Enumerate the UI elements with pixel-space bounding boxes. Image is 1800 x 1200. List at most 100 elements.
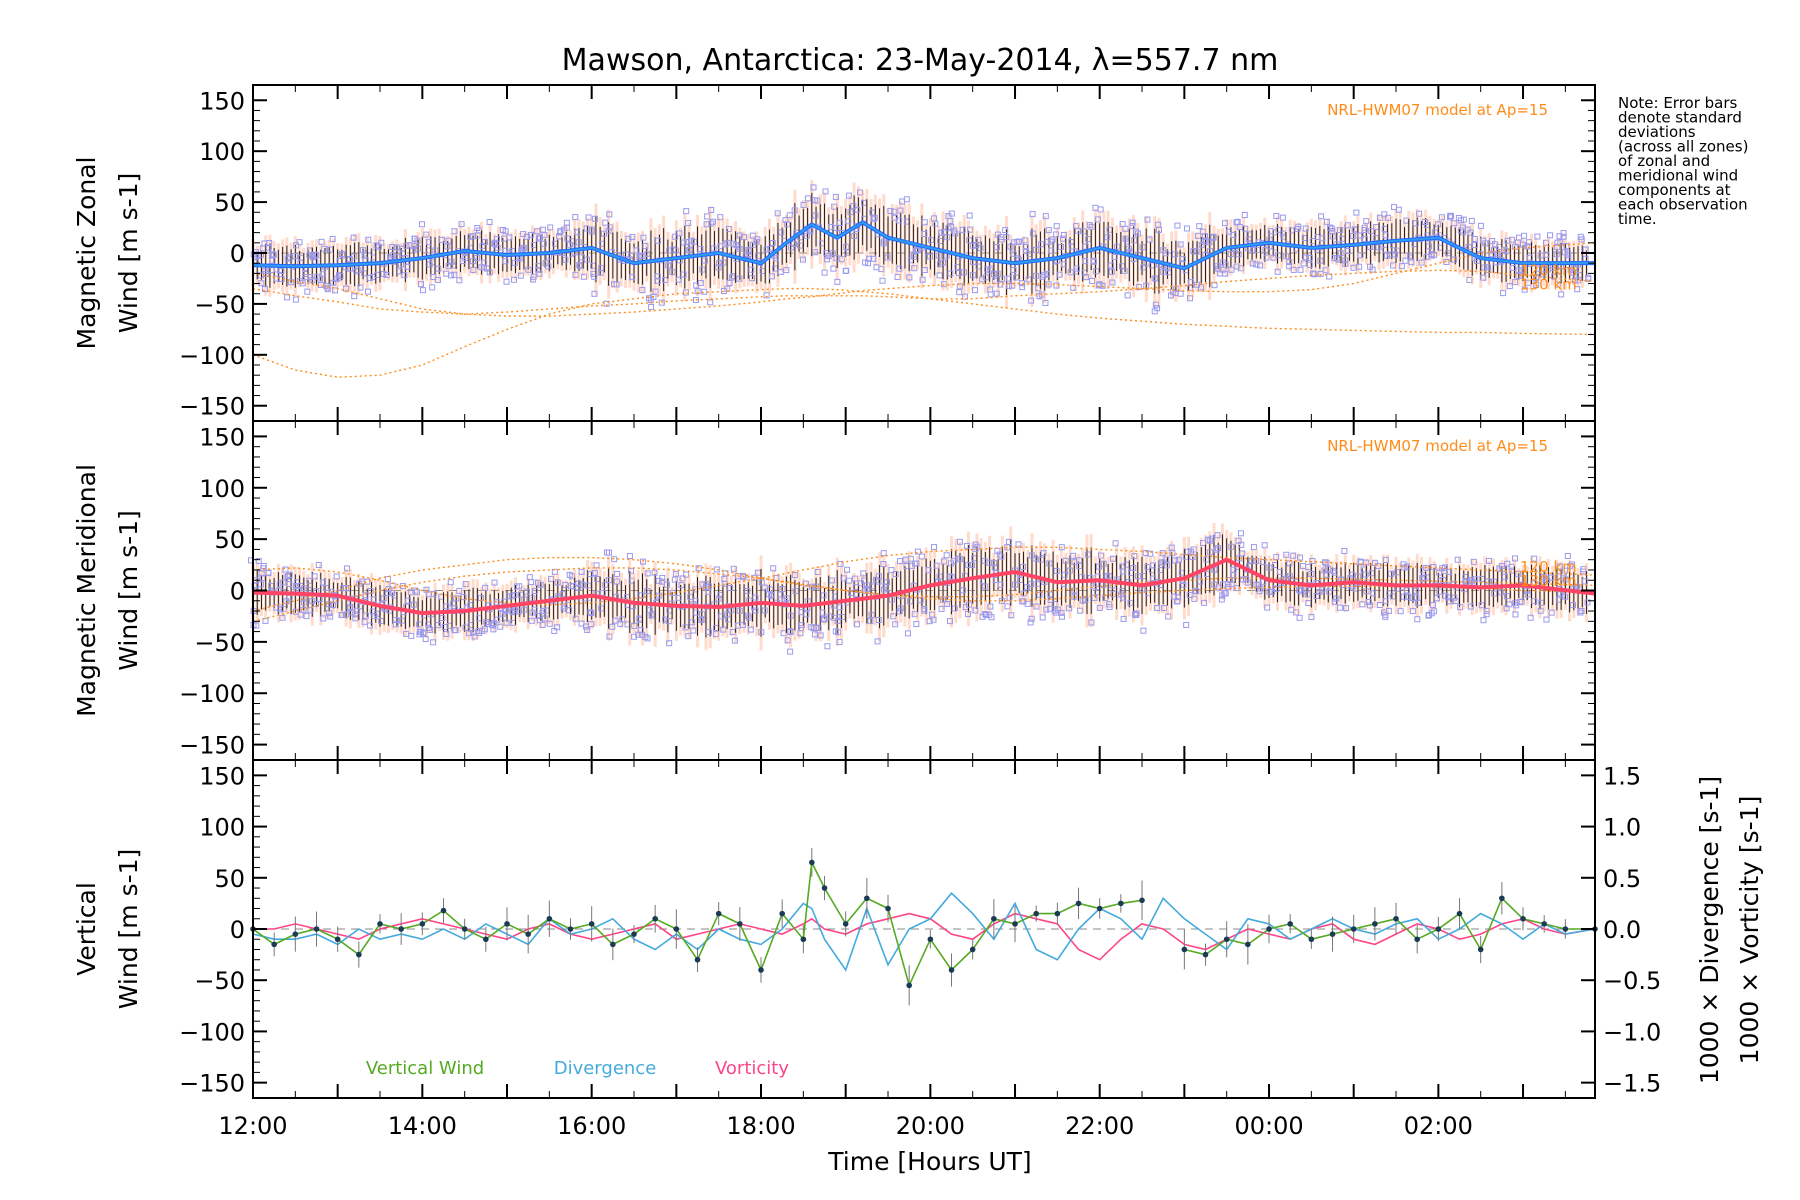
scatter-point <box>651 569 658 576</box>
scatter-point <box>1033 272 1040 279</box>
scatter-point <box>588 226 595 233</box>
vertical-wind-point <box>356 951 362 958</box>
scatter-point <box>1161 605 1168 612</box>
scatter-point <box>698 616 705 623</box>
vorticity-line <box>253 912 1596 961</box>
x-tick-label: 12:00 <box>218 1112 287 1140</box>
scatter-point <box>697 279 704 286</box>
scatter-point <box>884 254 891 261</box>
scatter-point <box>671 576 678 583</box>
scatter-point <box>648 303 655 310</box>
scatter-point <box>540 607 547 614</box>
scatter-point <box>675 276 682 283</box>
scatter-point <box>809 583 816 590</box>
scatter-point <box>1051 601 1058 608</box>
scatter-point <box>563 219 570 226</box>
scatter-point <box>1127 599 1134 606</box>
model-label: NRL-HWM07 model at Ap=15 <box>1327 437 1548 455</box>
scatter-point <box>829 577 836 584</box>
scatter-point <box>528 579 535 586</box>
scatter-point <box>940 558 947 565</box>
scatter-point <box>705 583 712 590</box>
scatter-point <box>1286 573 1293 580</box>
scatter-point <box>1558 291 1565 298</box>
scatter-point <box>1122 235 1129 242</box>
scatter-point <box>880 550 887 557</box>
scatter-point <box>812 212 819 219</box>
scatter-point <box>847 209 854 216</box>
scatter-point <box>1152 301 1159 308</box>
y-tick-label: 100 <box>199 475 245 503</box>
scatter-point <box>594 576 601 583</box>
scatter-point <box>921 267 928 274</box>
scatter-point <box>947 573 954 580</box>
scatter-point <box>1504 560 1511 567</box>
scatter-point <box>692 297 699 304</box>
scatter-point <box>1452 598 1459 605</box>
scatter-point <box>965 601 972 608</box>
scatter-point <box>991 564 998 571</box>
scatter-point <box>746 614 753 621</box>
scatter-point <box>815 625 822 632</box>
model-label: NRL-HWM07 model at Ap=15 <box>1327 101 1548 119</box>
scatter-point <box>683 571 690 578</box>
scatter-point <box>574 229 581 236</box>
scatter-point <box>1460 216 1467 223</box>
scatter-point <box>1144 216 1151 223</box>
scatter-point <box>1002 227 1009 234</box>
scatter-point <box>812 249 819 256</box>
scatter-point <box>1524 591 1531 598</box>
scatter-point <box>1058 613 1065 620</box>
scatter-point <box>1209 535 1216 542</box>
scatter-point <box>494 616 501 623</box>
scatter-point <box>1243 576 1250 583</box>
scatter-point <box>266 240 273 247</box>
scatter-point <box>527 231 534 238</box>
scatter-point <box>966 237 973 244</box>
scatter-point <box>704 213 711 220</box>
scatter-point <box>1045 227 1052 234</box>
scatter-point <box>1061 571 1068 578</box>
scatter-point <box>1074 227 1081 234</box>
scatter-point <box>1237 530 1244 537</box>
scatter-point <box>1003 234 1010 241</box>
scatter-point <box>1056 271 1063 278</box>
scatter-point <box>961 269 968 276</box>
scatter-point <box>1483 607 1490 614</box>
scatter-point <box>541 232 548 239</box>
y-axis-title-line1: Magnetic Zonal <box>72 157 101 350</box>
scatter-point <box>722 570 729 577</box>
scatter-point <box>435 622 442 629</box>
scatter-point <box>892 621 899 628</box>
scatter-point <box>1237 265 1244 272</box>
scatter-point <box>1045 281 1052 288</box>
vertical-wind-point <box>906 982 912 989</box>
scatter-point <box>1019 284 1026 291</box>
scatter-point <box>1351 226 1358 233</box>
scatter-point <box>575 580 582 587</box>
scatter-point <box>313 600 320 607</box>
scatter-point <box>767 245 774 252</box>
scatter-point <box>404 263 411 270</box>
scatter-point <box>1273 585 1280 592</box>
scatter-point <box>331 287 338 294</box>
scatter-point <box>1214 263 1221 270</box>
vertical-wind-point <box>1202 951 1209 958</box>
scatter-point <box>1404 563 1411 570</box>
scatter-point <box>1099 282 1106 289</box>
scatter-point <box>1283 551 1290 558</box>
scatter-point <box>936 272 943 279</box>
scatter-point <box>548 575 555 582</box>
scatter-point <box>1491 578 1498 585</box>
scatter-point <box>1028 297 1035 304</box>
scatter-point <box>547 224 554 231</box>
note-line: components at <box>1618 181 1731 199</box>
scatter-point <box>450 262 457 269</box>
scatter-point <box>728 274 735 281</box>
scatter-point <box>1226 577 1233 584</box>
scatter-point <box>896 217 903 224</box>
vertical-wind-point <box>419 921 426 927</box>
scatter-point <box>733 242 740 249</box>
scatter-point <box>1218 596 1225 603</box>
